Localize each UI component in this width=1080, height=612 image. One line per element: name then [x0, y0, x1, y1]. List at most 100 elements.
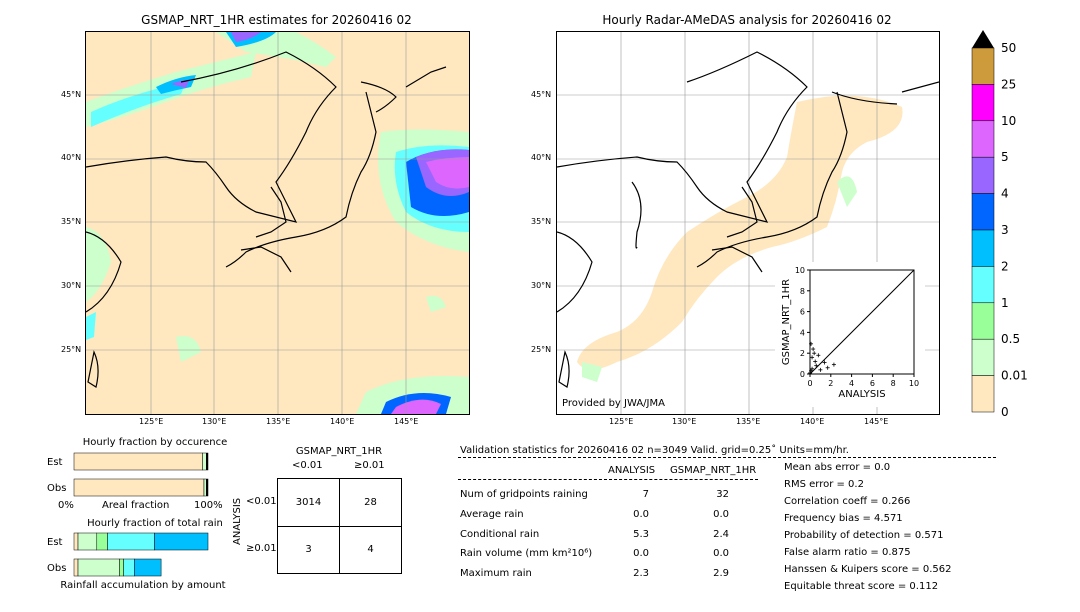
- right-lat-label: 40°N: [531, 153, 552, 162]
- total-rain-bar-segment: [77, 558, 120, 577]
- right-lon-label: 125°E: [609, 417, 634, 426]
- scatter-ytick-label: 8: [800, 287, 805, 296]
- score-line: Frequency bias = 4.571: [784, 513, 903, 524]
- stat-analysis: 7: [642, 489, 649, 500]
- left-map: [85, 31, 470, 415]
- total-rain-bar-segment: [77, 532, 98, 551]
- scatter-point: [809, 341, 814, 346]
- right-lon-label: 130°E: [672, 417, 697, 426]
- scatter-xtick-label: 10: [909, 379, 919, 388]
- stat-label: Maximum rain: [460, 568, 532, 579]
- occurrence-bar-edge: [206, 479, 208, 496]
- occurrence-xlabel: Areal fraction: [102, 500, 170, 511]
- left-lat-label: 35°N: [61, 217, 82, 226]
- scatter-point: [814, 363, 819, 368]
- validation-table-rule: [458, 479, 758, 480]
- colorbar-segment: [971, 47, 995, 85]
- left-rain-field: [86, 32, 469, 414]
- stat-analysis: 0.0: [633, 548, 649, 559]
- right-lat-label: 25°N: [531, 345, 552, 354]
- scatter-xtick-label: 0: [807, 379, 812, 388]
- stat-gsmap: 2.9: [713, 568, 729, 579]
- colorbar-label: 2: [1001, 259, 1009, 273]
- scatter-diagonal: [809, 269, 915, 375]
- stat-analysis: 2.3: [633, 568, 649, 579]
- right-lat-label: 30°N: [531, 281, 552, 290]
- colorbar-label: 25: [1001, 77, 1016, 91]
- occurrence-chart: Est Obs: [47, 452, 209, 497]
- colorbar-label: 0: [1001, 405, 1009, 418]
- colorbar-label: 1: [1001, 296, 1009, 310]
- score-line: RMS error = 0.2: [784, 479, 864, 490]
- left-coastline: [86, 51, 447, 388]
- colorbar-label: 5: [1001, 150, 1009, 164]
- scatter-point: [809, 368, 814, 373]
- total-rain-bar-segment: [154, 532, 209, 551]
- scatter-point: [808, 370, 812, 375]
- scatter-point: [813, 359, 818, 364]
- total-rain-bar-segment: [119, 558, 124, 577]
- occurrence-category-label: Obs: [47, 483, 66, 494]
- colorbar-segment: [971, 229, 995, 267]
- scatter-point: [818, 367, 823, 372]
- right-lon-label: 145°E: [864, 417, 889, 426]
- colorbar-segment: [971, 338, 995, 376]
- scatter-ytick-label: 2: [800, 349, 805, 358]
- colorbar-segment: [971, 193, 995, 231]
- stat-analysis: 5.3: [633, 529, 649, 540]
- colorbar-segment: [971, 156, 995, 194]
- stat-gsmap: 2.4: [713, 529, 729, 540]
- right-map-canvas: [557, 32, 939, 414]
- scatter-ylabel: GSMAP_NRT_1HR: [781, 279, 792, 365]
- contingency-cell: 28: [364, 497, 377, 508]
- contingency-col-header: <0.01: [292, 460, 323, 471]
- colorbar-segment: [971, 84, 995, 122]
- col-gsmap-header: GSMAP_NRT_1HR: [670, 465, 757, 476]
- scatter-xtick-label: 8: [891, 379, 896, 388]
- left-lat-label: 25°N: [61, 345, 82, 354]
- stat-gsmap: 0.0: [713, 509, 729, 520]
- occurrence-title: Hourly fraction by occurence: [82, 437, 228, 448]
- left-map-canvas: [86, 32, 469, 414]
- occurrence-bar-edge: [206, 453, 208, 470]
- colorbar-label: 0.5: [1001, 332, 1020, 346]
- contingency-cell: 4: [367, 544, 374, 555]
- stat-analysis: 0.0: [633, 509, 649, 520]
- contingency-cell: 3: [305, 544, 312, 555]
- scatter-ytick-label: 10: [795, 266, 805, 275]
- left-lon-label: 125°E: [139, 417, 164, 426]
- colorbar: 50 25 10 5 4 3 2 1 0.5 0.01 0: [971, 30, 1028, 418]
- stat-label: Conditional rain: [460, 529, 540, 540]
- occurrence-bar-segment: [73, 478, 205, 497]
- total-rain-category-label: Est: [47, 537, 63, 548]
- right-lat-label: 35°N: [531, 217, 552, 226]
- contingency-divider-h: [278, 526, 401, 527]
- score-line: Probability of detection = 0.571: [784, 530, 944, 541]
- colorbar-segment: [971, 266, 995, 304]
- contingency-table: 3014 28 3 4: [277, 478, 402, 574]
- right-lon-label: 140°E: [800, 417, 825, 426]
- colorbar-label: 3: [1001, 223, 1009, 237]
- total-rain-bar-segment: [134, 558, 162, 577]
- total-rain-bar-segment: [96, 532, 108, 551]
- scatter-point: [825, 365, 830, 370]
- scatter-xtick-label: 6: [870, 379, 875, 388]
- left-map-grid: [86, 32, 469, 414]
- left-map-title: GSMAP_NRT_1HR estimates for 20260416 02: [141, 13, 412, 27]
- validation-header-rule: [458, 457, 996, 458]
- score-line: Equitable threat score = 0.112: [784, 581, 939, 592]
- contingency-row-header: ≥0.01: [246, 543, 277, 554]
- occurrence-category-label: Est: [47, 457, 63, 468]
- scatter-point: [811, 347, 816, 352]
- scatter-plot: 0 2 4 6 8 10 0 2 4 6 8 10 ANALYSIS GSMAP_NRT_1HR: [781, 266, 919, 400]
- scatter-xtick-label: 2: [828, 379, 833, 388]
- col-analysis-header: ANALYSIS: [608, 465, 656, 476]
- stat-gsmap: 32: [716, 489, 729, 500]
- contingency-title: GSMAP_NRT_1HR: [295, 446, 383, 457]
- scatter-ytick-label: 4: [800, 328, 805, 337]
- contingency-cell: 3014: [295, 497, 322, 508]
- stat-label: Num of gridpoints raining: [460, 489, 588, 500]
- score-line: Hanssen & Kuipers score = 0.562: [784, 564, 952, 575]
- stat-label: Average rain: [460, 509, 524, 520]
- total-rain-bar-segment: [73, 558, 79, 577]
